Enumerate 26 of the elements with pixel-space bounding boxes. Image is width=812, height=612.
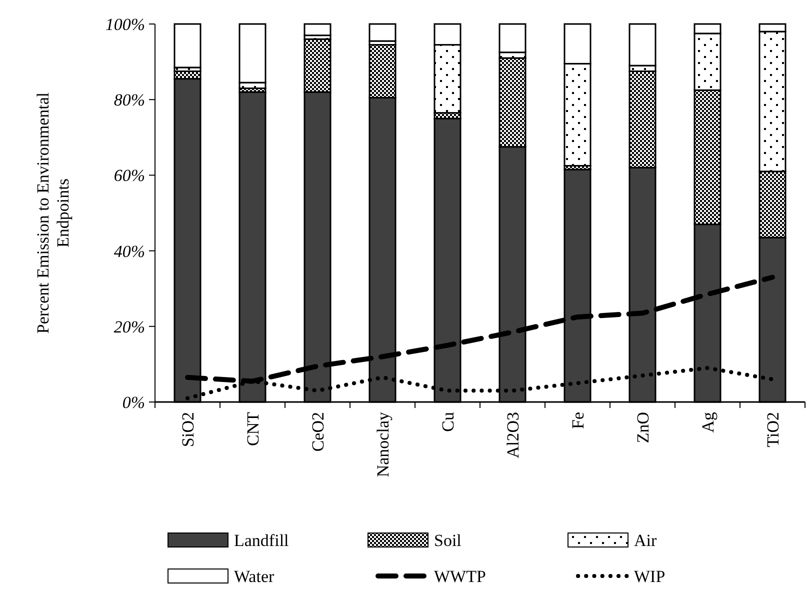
legend-label: Soil xyxy=(434,530,462,550)
y-tick-label: 0% xyxy=(122,392,145,412)
x-tick-label: ZnO xyxy=(633,412,652,444)
x-tick-label: CNT xyxy=(243,411,262,446)
y-tick-label: 60% xyxy=(114,166,145,186)
bar xyxy=(304,23,332,36)
bar xyxy=(368,23,396,42)
x-tick-label: TiO2 xyxy=(763,412,782,448)
legend-label: Water xyxy=(234,566,274,586)
legend-label: Air xyxy=(634,530,657,550)
x-tick-label: Cu xyxy=(438,412,458,432)
y-tick-label: 40% xyxy=(114,242,145,261)
x-tick-label: Fe xyxy=(568,412,588,429)
legend-label: WIP xyxy=(634,566,666,586)
legend-label: WWTP xyxy=(434,566,486,586)
x-tick-label: CeO2 xyxy=(308,412,328,452)
x-tick-label: Nanoclay xyxy=(373,412,392,478)
x-tick-label: Ag xyxy=(698,412,718,433)
y-tick-label: 20% xyxy=(114,317,145,336)
y-axis-title: Percent Emission to Environmental Endpoints xyxy=(33,92,73,334)
y-tick-label: 80% xyxy=(114,90,145,110)
y-tick-label: 100% xyxy=(105,14,145,34)
x-tick-label: Al2O3 xyxy=(503,412,522,458)
legend-label: Landfill xyxy=(234,530,290,550)
bar xyxy=(174,23,202,68)
x-tick-label: SiO2 xyxy=(178,412,198,447)
